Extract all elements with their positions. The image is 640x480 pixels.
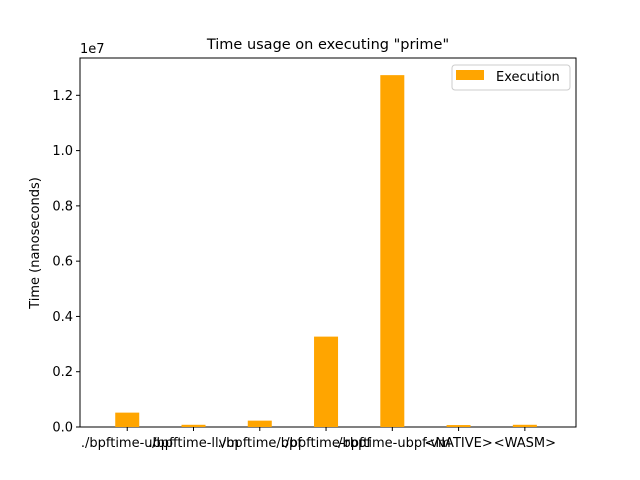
legend-label: Execution [496,70,560,85]
bar-bpftime-bpf [247,420,272,427]
x-tick-label: ./bpftime-ubpf-vm [334,436,451,451]
x-tick-label: <NATIVE> [424,436,492,451]
y-axis-label: Time (nanoseconds) [28,177,43,310]
bar-bpftime-rbpf [314,336,339,427]
bar-bpftime-llvm [181,424,206,427]
x-tick-label: ./bpftime-llvm [148,436,239,451]
legend: Execution [451,64,571,91]
y-tick-label: 0.4 [52,310,73,325]
x-tick-label: ./bpftime-ubpf [81,436,174,451]
x-tick-label: <WASM> [494,436,556,451]
y-tick-label: 0.8 [52,199,73,214]
bar-native [446,425,471,427]
bar-bpftime-ubpf-vm [380,75,405,427]
y-tick-label: 1.2 [52,89,73,104]
x-axis-ticks: ./bpftime-ubpf./bpftime-llvm./bpftime/bp… [81,427,556,451]
y-axis-offset-text: 1e7 [80,42,105,57]
legend-swatch [456,70,484,80]
bar-wasm [512,424,537,427]
y-tick-label: 0.6 [52,255,73,270]
bar-bpftime-ubpf [115,412,140,427]
bars-group [115,75,537,427]
y-tick-label: 0.0 [52,421,73,436]
x-tick-label: ./bpftime/bpf [218,436,303,451]
x-tick-label: ./bpftime-rbpf [281,436,371,451]
y-tick-label: 1.0 [52,144,73,159]
chart-title: Time usage on executing "prime" [206,37,449,53]
y-axis-ticks: 0.0 0.2 0.4 0.6 0.8 1.0 1.2 [52,89,80,436]
y-tick-label: 0.2 [52,365,73,380]
